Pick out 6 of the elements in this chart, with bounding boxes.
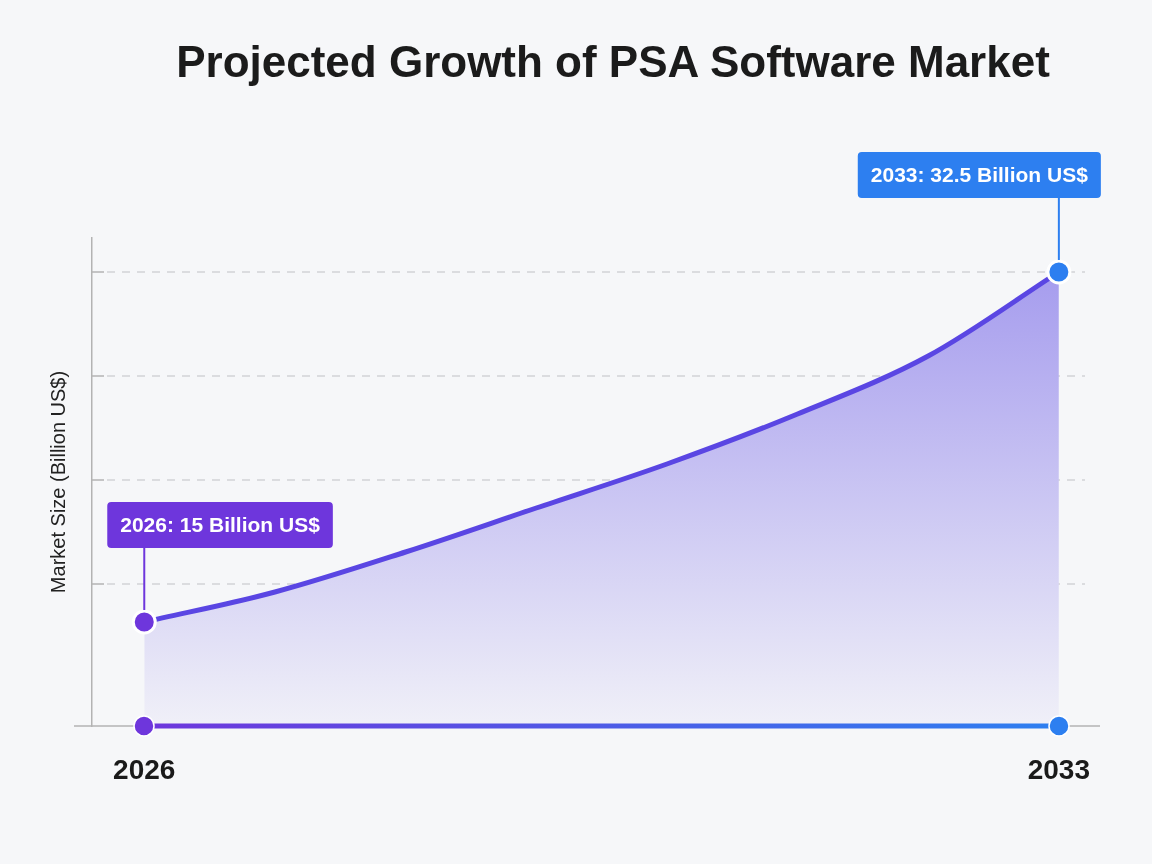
data-label: 2026: 15 Billion US$ [120, 512, 321, 536]
y-axis-title: Market Size (Billion US$) [46, 370, 69, 594]
x-tick-label: 2033 [1027, 753, 1091, 785]
chart-title: Projected Growth of PSA Software Market [175, 36, 1051, 88]
data-label: 2033: 32.5 Billion US$ [870, 162, 1089, 186]
x-tick-label: 2026 [113, 753, 176, 785]
